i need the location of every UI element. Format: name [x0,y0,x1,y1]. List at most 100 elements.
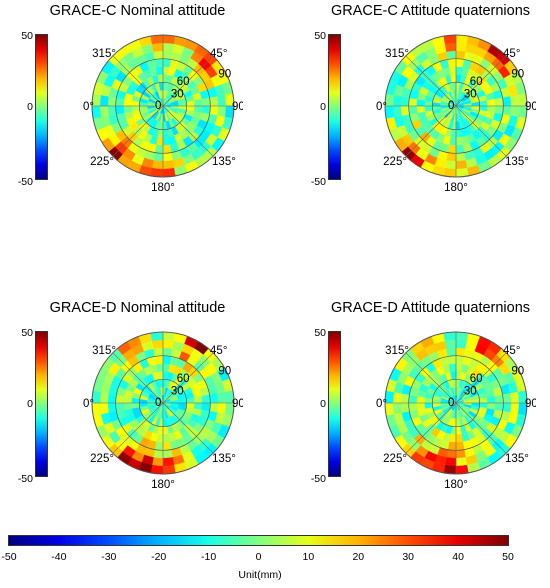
azimuth-tick-label: 315° [92,345,116,357]
heatmap-cell [151,339,164,349]
azimuth-gridline [162,352,214,404]
heatmap-cell [502,393,512,404]
colorbar-tick-max: 50 [21,30,33,42]
azimuth-tick-label: 225° [383,453,407,465]
heatmap-cell [115,402,125,412]
azimuth-gridline [455,352,507,404]
azimuth-gridline [112,352,164,404]
horizontal-colorbar [8,535,509,546]
heatmap-cell [486,98,496,107]
azimuth-gridline [112,55,164,107]
azimuth-tick-label: 45° [210,345,227,357]
heatmap-cell [446,152,457,162]
azimuth-tick-label: 270° [83,398,94,410]
heatmap-cell [455,464,469,475]
azimuth-gridline [405,402,457,454]
heatmap-cell [455,144,465,154]
heatmap-cell [217,391,227,404]
heatmap-cell [447,58,457,68]
heatmap-cell [123,402,133,411]
azimuth-tick-label: 225° [383,156,407,168]
colorbar-tick-label: 40 [452,551,464,563]
heatmap-cell [162,331,176,342]
colorbar-tick-zero: 0 [320,398,326,410]
colorbar-tick-min: -50 [310,176,326,188]
azimuth-tick-label: 180° [151,182,175,194]
heatmap-cell [107,393,117,404]
heatmap-cell [162,339,175,349]
heatmap-cell [193,395,203,404]
colorbar-tick-zero: 0 [320,101,326,113]
colorbar-tick-label: 20 [352,551,365,563]
heatmap-cell [209,393,219,404]
heatmap-cell [455,339,468,349]
heatmap-cell [162,152,173,162]
heatmap-cell [162,441,172,451]
heatmap-cell [162,160,175,170]
azimuth-tick-label: 270° [376,101,387,113]
heatmap-cell [162,433,171,443]
heatmap-cell [150,167,164,178]
azimuth-tick-label: 225° [90,453,114,465]
heatmap-cell [162,457,175,467]
heatmap-cell [455,457,468,467]
heatmap-cell [107,96,117,107]
colorbar-tick-min: -50 [310,473,326,485]
colorbar-tick-max: 50 [314,30,326,42]
heatmap-cell [455,34,469,45]
heatmap-cell [416,105,426,114]
azimuth-gridline [162,105,214,157]
heatmap-cell [162,347,173,357]
radial-tick-label: 90 [511,366,524,378]
heatmap-cell [209,96,219,107]
heatmap-cell [510,105,520,118]
heatmap-cell [392,402,402,415]
heatmap-cell [400,393,410,404]
heatmap-cell [162,42,175,52]
colorbar-tick-label: -20 [151,551,167,563]
heatmap-cell [400,402,410,413]
heatmap-cell [107,402,117,413]
radial-tick-label: 90 [511,69,524,81]
colorbar-tick-label: -10 [201,551,217,563]
radial-tick-label: 30 [464,385,477,397]
azimuth-tick-label: 270° [376,398,387,410]
heatmap-cell [502,105,512,116]
azimuth-tick-label: 45° [503,345,520,357]
heatmap-cell [446,347,457,357]
colorbar-tick-label: 10 [302,551,315,563]
vertical-colorbar [328,34,341,180]
colorbar-tick-min: -50 [17,473,33,485]
heatmap-cell [444,339,457,349]
heatmap-cell [455,42,468,52]
radial-tick-label: 0 [155,397,161,409]
azimuth-tick-label: 45° [210,48,227,60]
panel-grace-c-quaternions: GRACE-C Attitude quaternions 50 0 -50 0°… [293,0,550,291]
colorbar-tick-label: 30 [402,551,415,563]
azimuth-gridline [455,105,507,157]
azimuth-tick-label: 90° [232,398,243,410]
azimuth-tick-label: 180° [151,479,175,491]
radial-tick-label: 0 [448,100,454,112]
heatmap-cell [150,34,164,45]
heatmap-cell [162,136,171,146]
colorbar-tick-max: 50 [21,327,33,339]
heatmap-cell [455,160,468,170]
vertical-colorbar [35,331,48,477]
azimuth-tick-label: 180° [444,182,468,194]
heatmap-cell [153,50,164,60]
azimuth-tick-label: 135° [505,453,529,465]
radial-tick-label: 60 [470,373,483,385]
heatmap-cell [446,449,457,459]
azimuth-gridline [455,55,507,107]
heatmap-cell [209,402,219,413]
heatmap-cell [408,402,418,412]
radial-tick-label: 30 [171,88,184,100]
heatmap-cell [162,167,176,178]
azimuth-tick-label: 315° [92,48,116,60]
heatmap-cell [502,402,512,413]
heatmap-cell [455,50,466,60]
chart-title: GRACE-C Attitude quaternions [330,3,531,19]
